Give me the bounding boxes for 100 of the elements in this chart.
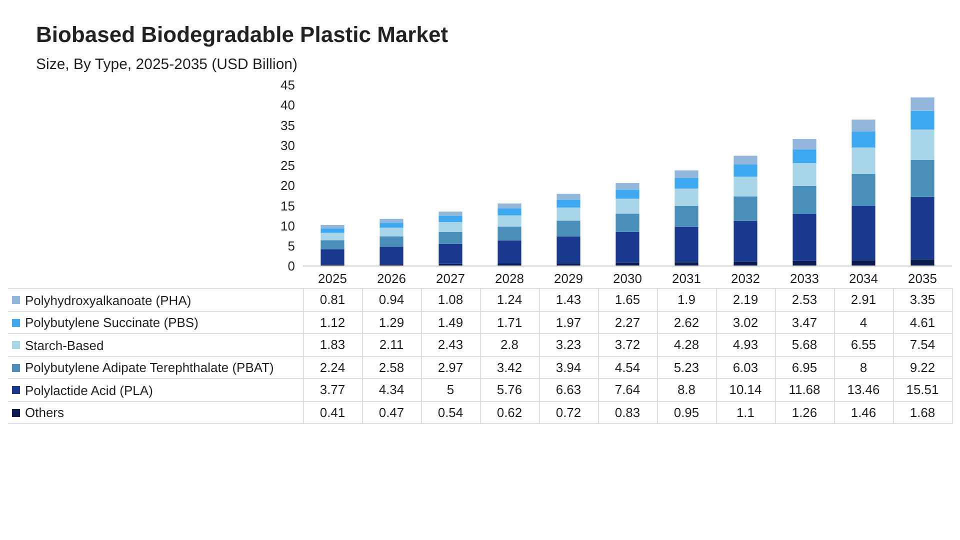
bar bbox=[616, 214, 640, 232]
data-label: 6.95 bbox=[775, 356, 834, 378]
bar bbox=[556, 194, 580, 200]
x-tick-label: 2034 bbox=[849, 271, 878, 286]
y-tick-label: 40 bbox=[280, 98, 295, 113]
bar bbox=[852, 120, 876, 132]
data-label: 1.08 bbox=[421, 288, 480, 311]
data-label: 0.41 bbox=[303, 401, 362, 424]
legend-label: Starch-Based bbox=[25, 338, 104, 352]
data-label: 3.47 bbox=[775, 311, 834, 334]
bar bbox=[380, 246, 404, 264]
bar bbox=[792, 186, 816, 214]
bar bbox=[852, 131, 876, 148]
data-label: 2.24 bbox=[303, 356, 362, 378]
data-label: 5.76 bbox=[480, 378, 539, 401]
data-label: 1.71 bbox=[480, 311, 539, 334]
data-label: 3.72 bbox=[598, 334, 657, 356]
data-label: 0.83 bbox=[598, 401, 657, 424]
bar bbox=[734, 220, 758, 262]
data-label: 1.24 bbox=[480, 288, 539, 311]
bar bbox=[438, 216, 462, 222]
bar bbox=[438, 222, 462, 232]
x-tick-label: 2035 bbox=[908, 271, 937, 286]
bar bbox=[556, 208, 580, 221]
y-tick-label: 25 bbox=[280, 158, 295, 174]
x-tick-label: 2029 bbox=[554, 271, 583, 286]
bar bbox=[674, 206, 698, 227]
data-label: 1.46 bbox=[834, 401, 893, 424]
bar bbox=[380, 218, 404, 223]
legend-label: Polybutylene Adipate Terephthalate (PBAT) bbox=[25, 360, 274, 375]
data-label: 1.49 bbox=[421, 311, 480, 334]
bar bbox=[734, 176, 758, 197]
y-tick-label: 20 bbox=[280, 178, 295, 194]
data-label: 2.91 bbox=[834, 288, 893, 311]
bar bbox=[734, 164, 758, 177]
data-label: 3.23 bbox=[539, 334, 598, 356]
bar bbox=[792, 214, 816, 261]
data-label: 1.68 bbox=[893, 401, 952, 424]
data-label: 2.11 bbox=[362, 334, 421, 356]
bar bbox=[320, 225, 344, 228]
bar bbox=[616, 190, 640, 199]
data-label: 0.95 bbox=[657, 401, 716, 424]
data-label: 2.27 bbox=[598, 311, 657, 334]
bar bbox=[674, 262, 698, 266]
data-label: 15.51 bbox=[893, 378, 952, 401]
data-label: 0.47 bbox=[362, 401, 421, 424]
data-label: 3.94 bbox=[539, 356, 598, 378]
x-tick-label: 2026 bbox=[377, 271, 406, 286]
bar bbox=[734, 196, 758, 221]
x-tick-label: 2031 bbox=[672, 271, 701, 286]
data-label: 0.94 bbox=[362, 288, 421, 311]
bar bbox=[734, 156, 758, 165]
y-tick-label: 30 bbox=[280, 138, 295, 153]
bar bbox=[380, 228, 404, 236]
data-label: 3.35 bbox=[893, 288, 952, 311]
bar bbox=[380, 222, 404, 228]
bar bbox=[498, 215, 522, 227]
data-label: 2.58 bbox=[362, 356, 421, 378]
data-label: 5 bbox=[421, 378, 480, 401]
data-label: 3.02 bbox=[716, 311, 775, 334]
data-label: 8.8 bbox=[657, 378, 716, 401]
data-label: 11.68 bbox=[775, 378, 834, 401]
data-label: 1.26 bbox=[775, 401, 834, 424]
y-tick-label: 35 bbox=[280, 118, 295, 133]
bar bbox=[616, 182, 640, 190]
data-label: 0.62 bbox=[480, 401, 539, 424]
data-label: 7.64 bbox=[598, 378, 657, 401]
data-label: 1.1 bbox=[716, 401, 775, 424]
bar bbox=[556, 220, 580, 236]
y-tick-label: 15 bbox=[280, 198, 295, 214]
bar bbox=[380, 236, 404, 247]
bar bbox=[616, 262, 640, 266]
data-label: 1.29 bbox=[362, 311, 421, 334]
bar bbox=[792, 163, 816, 186]
x-tick-label: 2028 bbox=[495, 271, 524, 286]
data-label: 4.54 bbox=[598, 356, 657, 378]
legend-label: Polylactide Acid (PLA) bbox=[25, 382, 153, 398]
data-label: 2.43 bbox=[421, 334, 480, 356]
data-label: 2.8 bbox=[480, 334, 539, 356]
data-label: 0.72 bbox=[539, 401, 598, 424]
data-label: 4.28 bbox=[657, 334, 716, 356]
bar bbox=[852, 206, 876, 260]
data-label: 5.68 bbox=[775, 334, 834, 356]
bar bbox=[438, 212, 462, 216]
bar bbox=[674, 188, 698, 206]
data-label: 3.42 bbox=[480, 356, 539, 378]
bar bbox=[616, 232, 640, 263]
data-label: 9.22 bbox=[893, 356, 952, 378]
data-label: 8 bbox=[834, 356, 893, 378]
chart-title: Biobased Biodegradable Plastic Market bbox=[36, 22, 450, 48]
bar bbox=[438, 232, 462, 244]
data-label: 1.97 bbox=[539, 311, 598, 334]
data-label: 1.9 bbox=[657, 288, 716, 311]
data-label: 1.12 bbox=[303, 311, 362, 334]
bar bbox=[498, 208, 522, 216]
bar bbox=[556, 200, 580, 208]
data-label: 5.23 bbox=[657, 356, 716, 378]
data-label: 2.97 bbox=[421, 356, 480, 378]
y-tick-label: 5 bbox=[288, 238, 295, 254]
x-tick-label: 2025 bbox=[318, 271, 347, 286]
